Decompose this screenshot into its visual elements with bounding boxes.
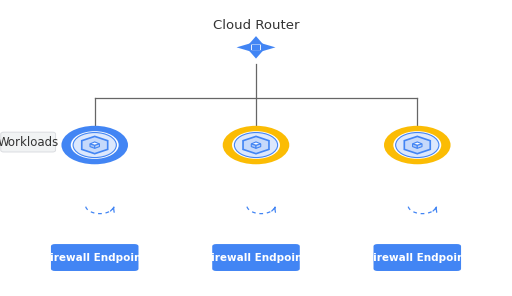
Polygon shape (249, 36, 263, 45)
FancyBboxPatch shape (51, 244, 138, 271)
FancyBboxPatch shape (1, 132, 55, 152)
Circle shape (384, 126, 451, 164)
Polygon shape (249, 50, 263, 59)
Circle shape (232, 131, 280, 159)
Circle shape (61, 126, 128, 164)
Polygon shape (251, 144, 256, 148)
Polygon shape (237, 43, 251, 52)
Polygon shape (261, 43, 275, 52)
Polygon shape (413, 142, 422, 145)
Text: Firewall Endpoint: Firewall Endpoint (43, 252, 146, 263)
Polygon shape (90, 142, 99, 145)
Polygon shape (417, 144, 422, 148)
Polygon shape (404, 136, 430, 154)
FancyBboxPatch shape (373, 244, 461, 271)
Polygon shape (256, 144, 261, 148)
Text: Workloads: Workloads (0, 136, 59, 149)
Polygon shape (413, 144, 417, 148)
Polygon shape (251, 142, 261, 145)
Circle shape (234, 133, 278, 157)
Polygon shape (252, 45, 260, 50)
Polygon shape (82, 136, 108, 154)
Text: Firewall Endpoint: Firewall Endpoint (204, 252, 308, 263)
Polygon shape (243, 136, 269, 154)
Circle shape (73, 133, 116, 157)
Polygon shape (90, 144, 95, 148)
Circle shape (223, 126, 289, 164)
Circle shape (393, 131, 441, 159)
Polygon shape (95, 144, 99, 148)
FancyBboxPatch shape (212, 244, 300, 271)
Text: Firewall Endpoint: Firewall Endpoint (366, 252, 469, 263)
Circle shape (71, 131, 119, 159)
Circle shape (396, 133, 439, 157)
Text: Cloud Router: Cloud Router (213, 19, 299, 32)
